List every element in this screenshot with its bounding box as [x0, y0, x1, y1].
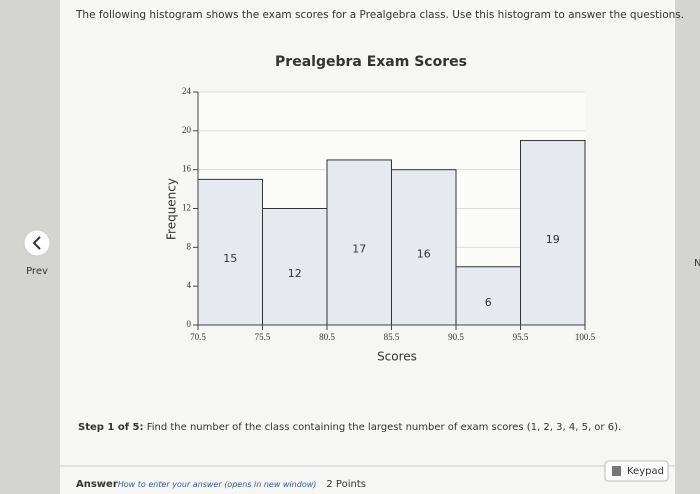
- x-tick-label: 80.5: [319, 332, 335, 342]
- x-axis-label: Scores: [377, 350, 417, 364]
- keypad-icon: [612, 466, 621, 476]
- y-tick-label: 16: [182, 164, 192, 174]
- bar-value-label: 6: [485, 296, 492, 309]
- y-axis-label: Frequency: [165, 178, 179, 240]
- bar-value-label: 15: [223, 252, 237, 265]
- answer-link[interactable]: How to enter your answer (opens in new w…: [118, 480, 317, 489]
- next-label[interactable]: N: [694, 258, 700, 269]
- bar: [197, 178, 263, 326]
- prev-arrow: [32, 236, 41, 250]
- chart-title: Prealgebra Exam Scores: [275, 54, 467, 70]
- instruction: The following histogram shows the exam s…: [75, 9, 684, 21]
- x-tick-label: 75.5: [255, 332, 271, 342]
- x-tick-label: 70.5: [190, 332, 206, 342]
- step-text: Step 1 of 5: Find the number of the clas…: [78, 422, 621, 433]
- bar-value-label: 12: [288, 267, 302, 280]
- bar-value-label: 19: [546, 233, 560, 246]
- bar: [326, 159, 392, 326]
- y-tick-label: 4: [187, 280, 192, 290]
- bar: [391, 169, 457, 326]
- prev-button[interactable]: [23, 229, 51, 257]
- keypad-label[interactable]: Keypad: [627, 466, 664, 477]
- x-tick-label: 100.5: [575, 332, 596, 342]
- y-tick-label: 12: [182, 203, 191, 213]
- prev-label[interactable]: Prev: [26, 266, 48, 277]
- step-body: Find the number of the class containing …: [147, 422, 621, 433]
- answer-row: AnswerHow to enter your answer (opens in…: [76, 479, 366, 490]
- bar-value-label: 17: [352, 242, 366, 255]
- bar: [520, 140, 586, 326]
- x-tick-label: 90.5: [448, 332, 464, 342]
- step-label: Step 1 of 5:: [78, 422, 144, 433]
- answer-points: 2 Points: [326, 479, 366, 490]
- y-tick-label: 0: [187, 319, 192, 329]
- bar-value-label: 16: [417, 247, 431, 260]
- x-tick-label: 85.5: [384, 332, 400, 342]
- y-tick-label: 20: [182, 125, 192, 135]
- bar: [262, 208, 328, 326]
- y-tick-label: 24: [182, 86, 192, 96]
- x-tick-label: 95.5: [513, 332, 529, 342]
- y-tick-label: 8: [187, 241, 192, 251]
- answer-label: Answer: [76, 479, 118, 490]
